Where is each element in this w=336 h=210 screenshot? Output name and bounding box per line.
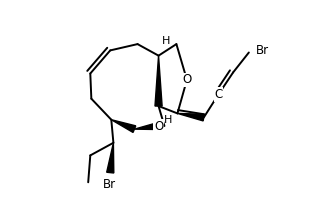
Text: H: H <box>162 36 170 46</box>
Polygon shape <box>177 113 204 121</box>
Text: O: O <box>154 119 163 133</box>
Text: O: O <box>182 73 192 86</box>
Polygon shape <box>107 143 114 173</box>
Text: Br: Br <box>256 44 269 57</box>
Text: C: C <box>214 88 222 101</box>
Text: Br: Br <box>102 178 116 191</box>
Text: H: H <box>164 115 172 125</box>
Polygon shape <box>155 56 162 106</box>
Polygon shape <box>111 120 136 133</box>
Polygon shape <box>134 122 159 130</box>
